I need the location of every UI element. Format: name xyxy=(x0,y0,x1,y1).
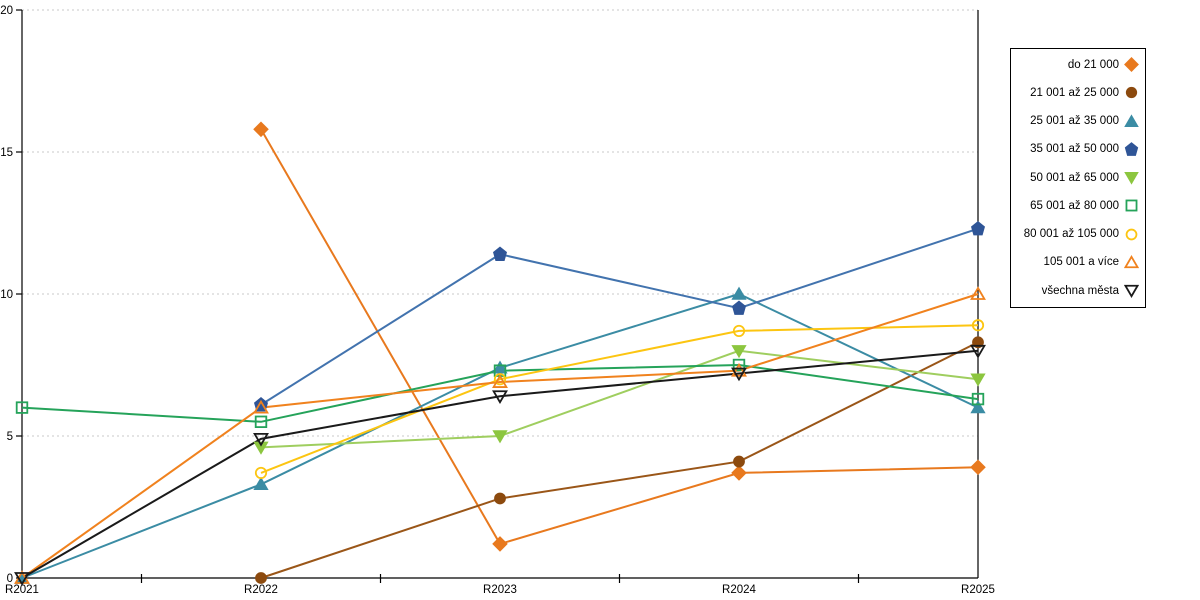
marker-triangle-up xyxy=(970,400,986,414)
marker-triangle-down-open xyxy=(492,390,508,405)
legend-label: 25 001 až 35 000 xyxy=(1030,115,1119,127)
legend-label: 35 001 až 50 000 xyxy=(1030,143,1119,156)
marker-diamond xyxy=(492,536,508,552)
marker-circle-open xyxy=(732,324,746,338)
x-tick-label: R2025 xyxy=(961,584,995,596)
series-line xyxy=(260,349,979,449)
legend-marker xyxy=(1124,170,1139,185)
marker-circle-open xyxy=(1125,228,1138,240)
marker-diamond xyxy=(970,459,986,476)
marker-triangle-down xyxy=(970,373,986,387)
y-tick-label: 20 xyxy=(0,5,13,17)
legend-item: 35 001 až 50 000 xyxy=(1011,141,1145,157)
marker-triangle-down xyxy=(492,430,508,444)
marker-triangle-up-open xyxy=(253,399,269,414)
series-line xyxy=(21,293,979,579)
marker-triangle-up-open xyxy=(970,286,986,300)
legend-marker xyxy=(1124,85,1139,100)
marker-triangle-up xyxy=(253,476,269,490)
marker-pentagon xyxy=(732,300,746,315)
marker-circle-open xyxy=(493,373,507,386)
marker-pentagon xyxy=(1124,141,1139,156)
legend-marker xyxy=(1124,57,1139,72)
marker-triangle-down-open xyxy=(970,344,986,359)
marker-circle xyxy=(733,455,745,468)
marker-diamond xyxy=(1124,57,1139,72)
legend-label: do 21 000 xyxy=(1067,58,1119,71)
y-tick-label: 5 xyxy=(7,431,13,443)
legend: do 21 000 21 001 až 25 000 25 001 až 35 00… xyxy=(1010,48,1146,308)
legend-label: všechna města xyxy=(1041,284,1119,297)
marker-triangle-up xyxy=(731,286,747,300)
marker-triangle-up-open xyxy=(492,374,508,388)
marker-circle xyxy=(255,572,267,584)
marker-circle xyxy=(972,336,984,349)
legend-label: 80 001 až 105 000 xyxy=(1023,228,1119,240)
marker-triangle-down xyxy=(1124,172,1139,185)
marker-diamond xyxy=(253,121,269,138)
legend-item: všechna města xyxy=(1011,283,1145,298)
marker-square-open xyxy=(1125,199,1138,212)
marker-triangle-down-open xyxy=(1124,284,1139,298)
series-line xyxy=(260,128,979,546)
legend-item: 25 001 až 35 000 xyxy=(1011,113,1145,129)
series-line xyxy=(260,227,979,406)
series-line xyxy=(260,324,979,474)
x-tick-label: R2024 xyxy=(722,584,756,596)
marker-triangle-down-open xyxy=(731,367,747,382)
marker-square-open xyxy=(971,392,985,406)
legend-item: 65 001 až 80 000 xyxy=(1011,198,1145,213)
legend-marker xyxy=(1124,254,1139,270)
marker-triangle-down-open xyxy=(14,572,30,586)
y-tick-label: 15 xyxy=(0,147,13,159)
legend-marker xyxy=(1124,283,1139,298)
legend-item: 105 001 a více xyxy=(1011,254,1145,270)
legend-label: 50 001 až 65 000 xyxy=(1030,171,1119,184)
legend-label: 105 001 a více xyxy=(1043,256,1119,269)
legend-label: 65 001 až 80 000 xyxy=(1030,199,1119,212)
legend-label: 21 001 až 25 000 xyxy=(1030,86,1119,99)
marker-pentagon xyxy=(971,220,985,236)
marker-square-open xyxy=(15,401,29,414)
series-line xyxy=(21,349,979,579)
legend-item: 50 001 až 65 000 xyxy=(1011,170,1145,185)
marker-triangle-up-open xyxy=(1124,254,1139,268)
marker-triangle-up xyxy=(1124,113,1139,127)
legend-item: 21 001 až 25 000 xyxy=(1011,85,1145,100)
marker-pentagon xyxy=(493,246,507,261)
y-tick-label: 10 xyxy=(0,289,13,301)
legend-marker xyxy=(1124,141,1139,157)
x-tick-label: R2021 xyxy=(5,584,39,596)
y-tick-label: 0 xyxy=(7,573,13,585)
legend-item: do 21 000 xyxy=(1011,57,1145,72)
marker-circle-open xyxy=(254,466,268,480)
marker-triangle-up-open xyxy=(731,362,747,377)
marker-triangle-down xyxy=(731,345,747,359)
legend-marker xyxy=(1124,113,1139,129)
series-line xyxy=(260,341,979,579)
marker-triangle-down-open xyxy=(253,432,269,447)
legend-marker xyxy=(1124,227,1139,242)
marker-circle xyxy=(494,492,506,505)
marker-square-open xyxy=(732,358,746,372)
x-tick-label: R2023 xyxy=(483,584,517,596)
marker-diamond xyxy=(731,465,747,481)
x-tick-label: R2022 xyxy=(244,584,278,596)
legend-item: 80 001 až 105 000 xyxy=(1011,227,1145,242)
legend-marker xyxy=(1124,198,1139,213)
marker-triangle-down xyxy=(253,441,269,455)
marker-square-open xyxy=(254,415,268,429)
marker-circle-open xyxy=(971,319,985,332)
marker-circle xyxy=(1125,87,1138,99)
marker-triangle-up xyxy=(492,360,508,374)
